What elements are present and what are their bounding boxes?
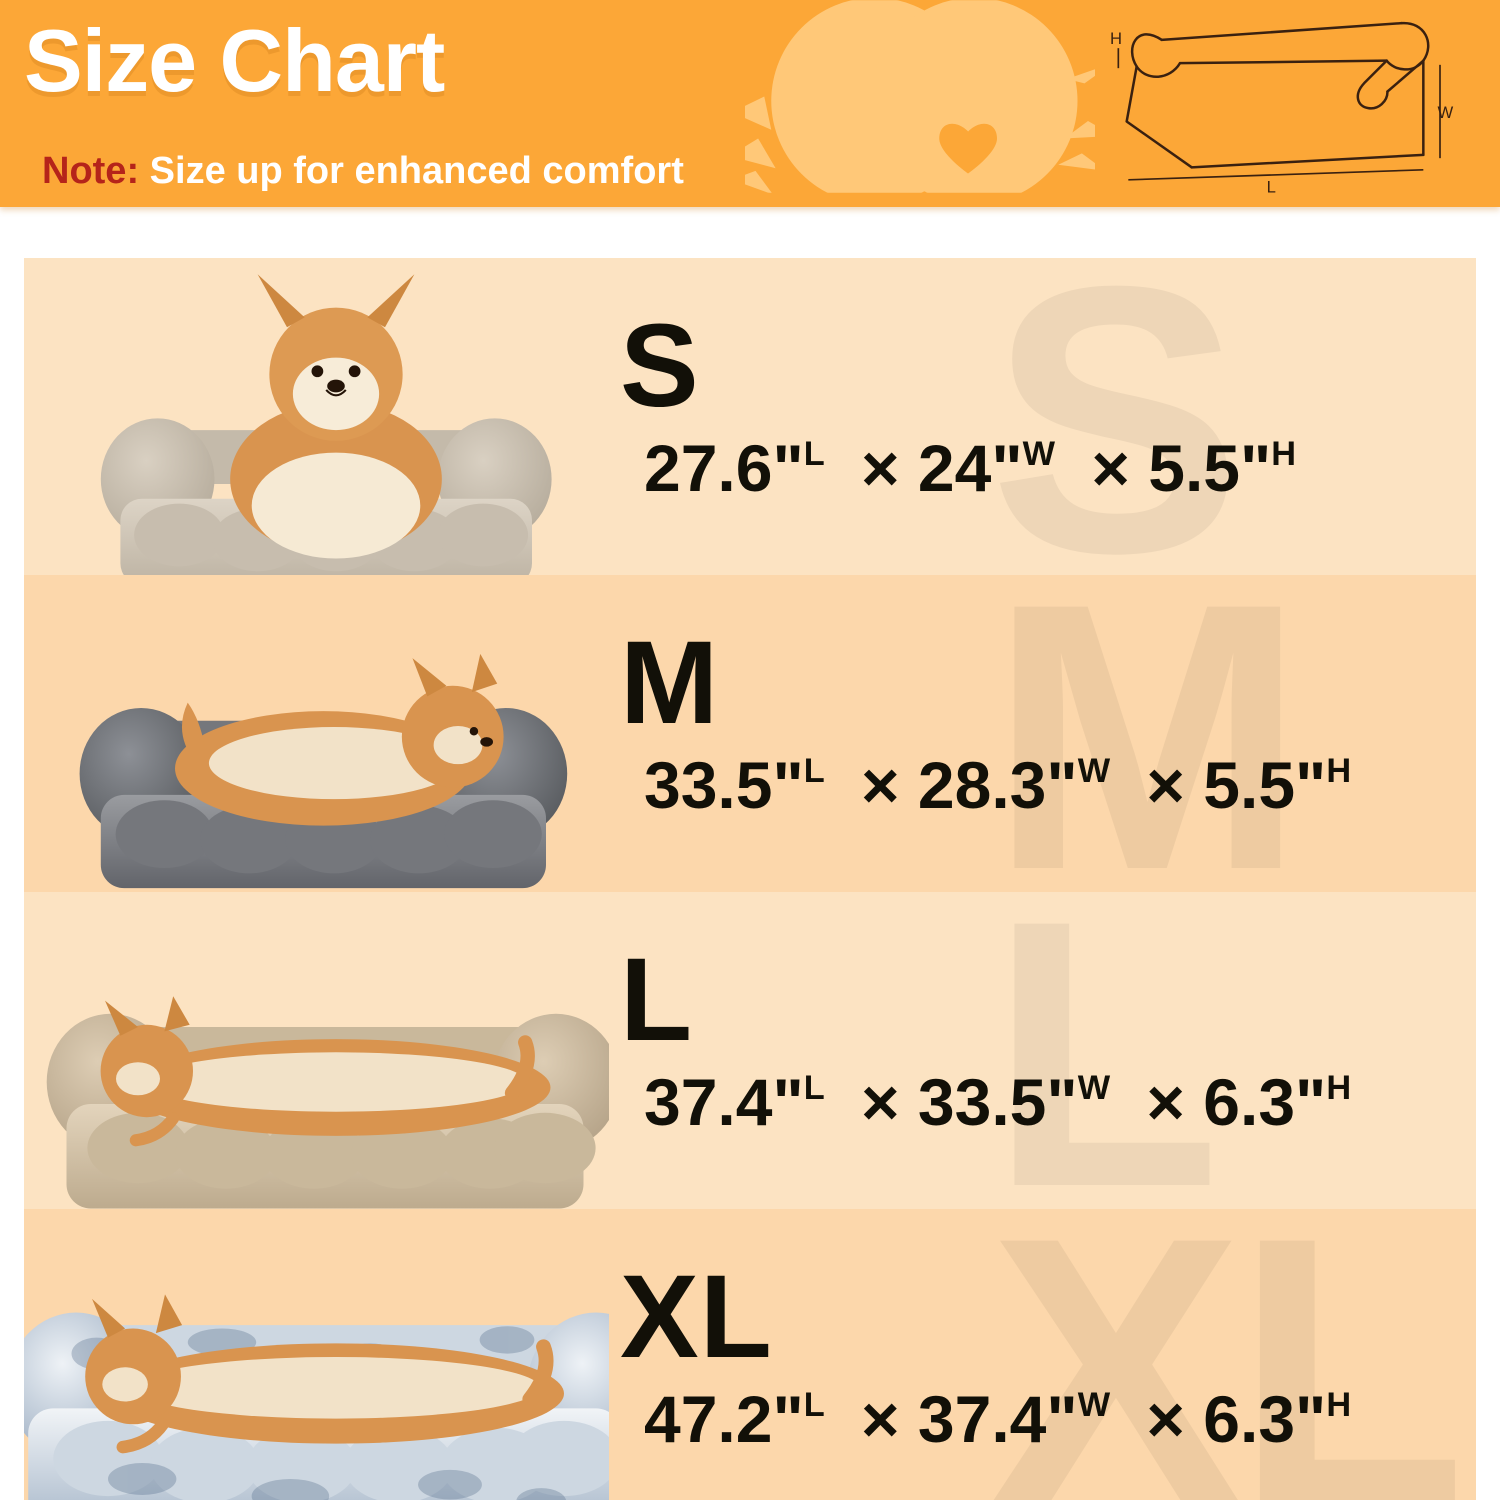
svg-text:W: W <box>1438 103 1454 122</box>
svg-text:H: H <box>1110 29 1122 48</box>
svg-text:L: L <box>1267 177 1276 196</box>
